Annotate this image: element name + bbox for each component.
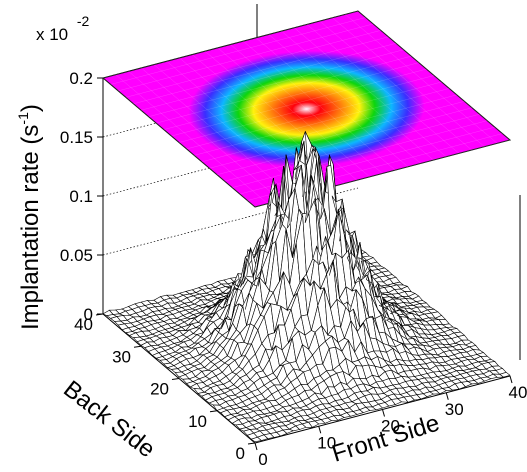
y-tick-label: 20 [150,380,169,399]
x-tick-mark [254,442,258,451]
contour-gridline [148,49,404,117]
contour-gridline [216,107,473,175]
y-tick-label: 0 [236,444,245,463]
contour-gridline [102,10,359,79]
contour-gridline [332,17,485,147]
contour-gridline [178,75,435,143]
x-tick-label: 0 [258,450,267,469]
y-tick-mark [247,442,256,445]
contour-gridline [294,27,447,157]
y-tick-mark [95,313,104,316]
contour-gridline [345,14,498,144]
y-tick-label: 10 [188,412,207,431]
contour-gridline [102,77,256,208]
contour-gridline [194,88,450,156]
contour-gridline [243,41,396,171]
contour-gridline [133,36,389,104]
x-tick-label: 20 [381,417,400,436]
y-tick-mark [133,345,142,348]
x-tick-mark [445,392,449,400]
z-multiplier: x 10 -2 [36,13,90,44]
z-multiplier-exponent: -2 [77,13,90,29]
contour-gridline [163,62,419,130]
contour-gridline [140,43,397,111]
x-tick-label: 30 [445,400,464,419]
y-tick-mark [171,378,180,380]
z-tick-label: 0.1 [69,187,93,206]
y-tick-mark [209,410,218,413]
contour-gridline [156,56,412,124]
contour-gridline [204,51,358,181]
z-tick-label: 0 [84,305,93,324]
contour-projection [101,10,512,208]
contour-gridline [128,71,281,201]
y-tick-labels: 0 10 20 30 40 [74,313,256,463]
z-axis-label-sup: -1 [15,112,31,125]
z-tick-label: 0.15 [60,128,93,147]
contour-gridline [115,74,268,204]
z-axis-label: Implantation rate (s-1) [15,104,44,330]
z-axis-label-close: ) [17,104,44,112]
contour-gridline [141,67,294,198]
y-axis-label: Back Side [58,375,160,463]
contour-gridline [153,64,307,194]
z-tick-label: 0.05 [60,246,93,265]
contour-gridline [268,34,421,164]
contour-gridline [110,17,366,85]
z-multiplier-prefix: x 10 [36,25,68,44]
contour-gridline [224,114,480,182]
contour-gridline [230,44,383,174]
contour-blob [188,50,425,168]
contour-gridline [209,101,465,169]
x-tick-mark [382,409,385,417]
contour-gridline [232,120,488,188]
y-tick-label: 30 [112,347,131,366]
x-tick-labels: 0 10 20 30 40 [254,375,527,469]
z-tick-label: 0.2 [69,69,93,88]
contour-gridline [166,61,319,191]
x-tick-label: 40 [509,383,527,402]
contour-gridline [171,68,427,137]
contour-gridline [255,37,409,167]
contour-gridline [281,30,434,161]
contour-gridline [357,10,511,141]
contour-gridline [118,23,374,92]
y-tick-label: 40 [74,315,93,334]
contour-gridline [201,94,457,162]
contour-gridline [125,30,381,98]
x-tick-mark [318,426,322,434]
mesh-surface [102,130,511,444]
contour-gridline [186,81,442,150]
mesh-cell [499,371,511,378]
x-tick-label: 10 [317,433,336,452]
x-tick-mark [509,375,513,384]
contour-gridline [306,24,460,154]
z-axis-label-text: Implantation rate (s [17,125,44,330]
contour-gridline [319,20,472,151]
z-tick-labels: 0 0.05 0.1 0.15 0.2 [60,69,103,324]
contour-gridline [217,47,370,177]
